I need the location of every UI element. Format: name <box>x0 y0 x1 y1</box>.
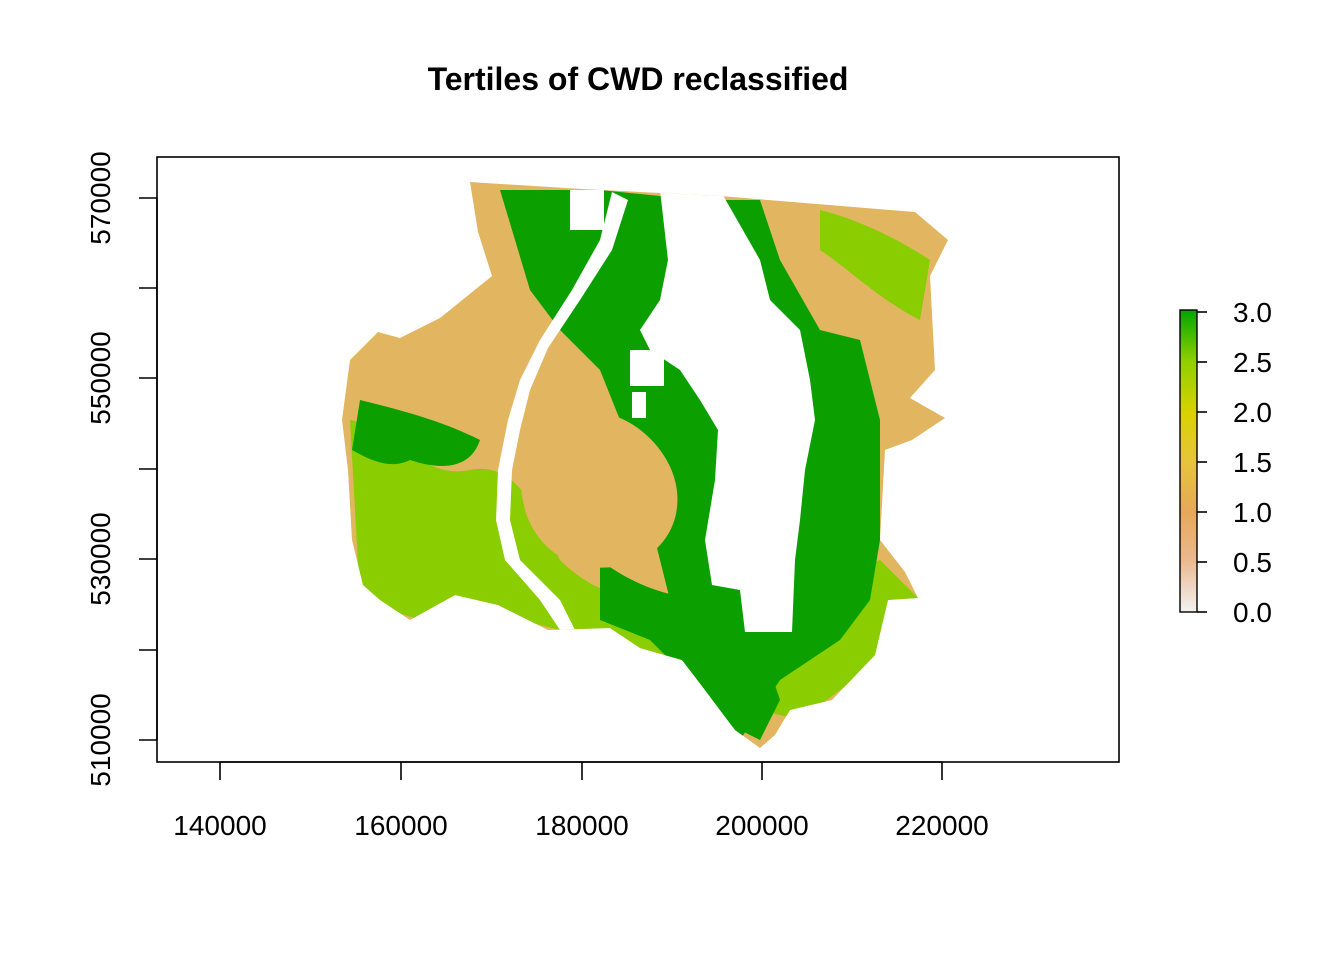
class-3-area-west <box>352 400 480 466</box>
y-tick-label: 570000 <box>85 151 116 244</box>
no-data-patch <box>630 350 664 386</box>
legend: 3.0 2.5 2.0 1.5 1.0 0.5 0.0 <box>1179 297 1272 628</box>
y-tick-label: 550000 <box>85 331 116 424</box>
y-axis: 510000 530000 550000 570000 <box>85 151 158 787</box>
urban-no-data <box>640 190 815 632</box>
river-no-data <box>496 192 628 630</box>
legend-tick-label: 2.5 <box>1233 347 1272 378</box>
x-tick-label: 180000 <box>535 810 628 841</box>
x-axis: 140000 160000 180000 200000 220000 <box>173 761 989 841</box>
legend-tick-label: 0.5 <box>1233 547 1272 578</box>
legend-tick-label: 1.5 <box>1233 447 1272 478</box>
x-tick-label: 200000 <box>715 810 808 841</box>
y-tick-label: 530000 <box>85 512 116 605</box>
y-tick-label: 510000 <box>85 693 116 786</box>
legend-tick-label: 3.0 <box>1233 297 1272 328</box>
x-tick-label: 220000 <box>895 810 988 841</box>
x-tick-label: 140000 <box>173 810 266 841</box>
legend-tick-label: 0.0 <box>1233 597 1272 628</box>
no-data-patch <box>570 190 604 230</box>
legend-tick-label: 2.0 <box>1233 397 1272 428</box>
x-tick-label: 160000 <box>354 810 447 841</box>
chart-title: Tertiles of CWD reclassified <box>428 61 849 97</box>
legend-color-bar <box>1179 309 1198 613</box>
legend-tick-label: 1.0 <box>1233 497 1272 528</box>
class-3-area-south <box>600 560 780 740</box>
class-1-area-center <box>520 410 678 568</box>
raster-map <box>342 182 948 748</box>
class-2-area-east <box>820 210 930 320</box>
no-data-patch <box>632 392 646 418</box>
